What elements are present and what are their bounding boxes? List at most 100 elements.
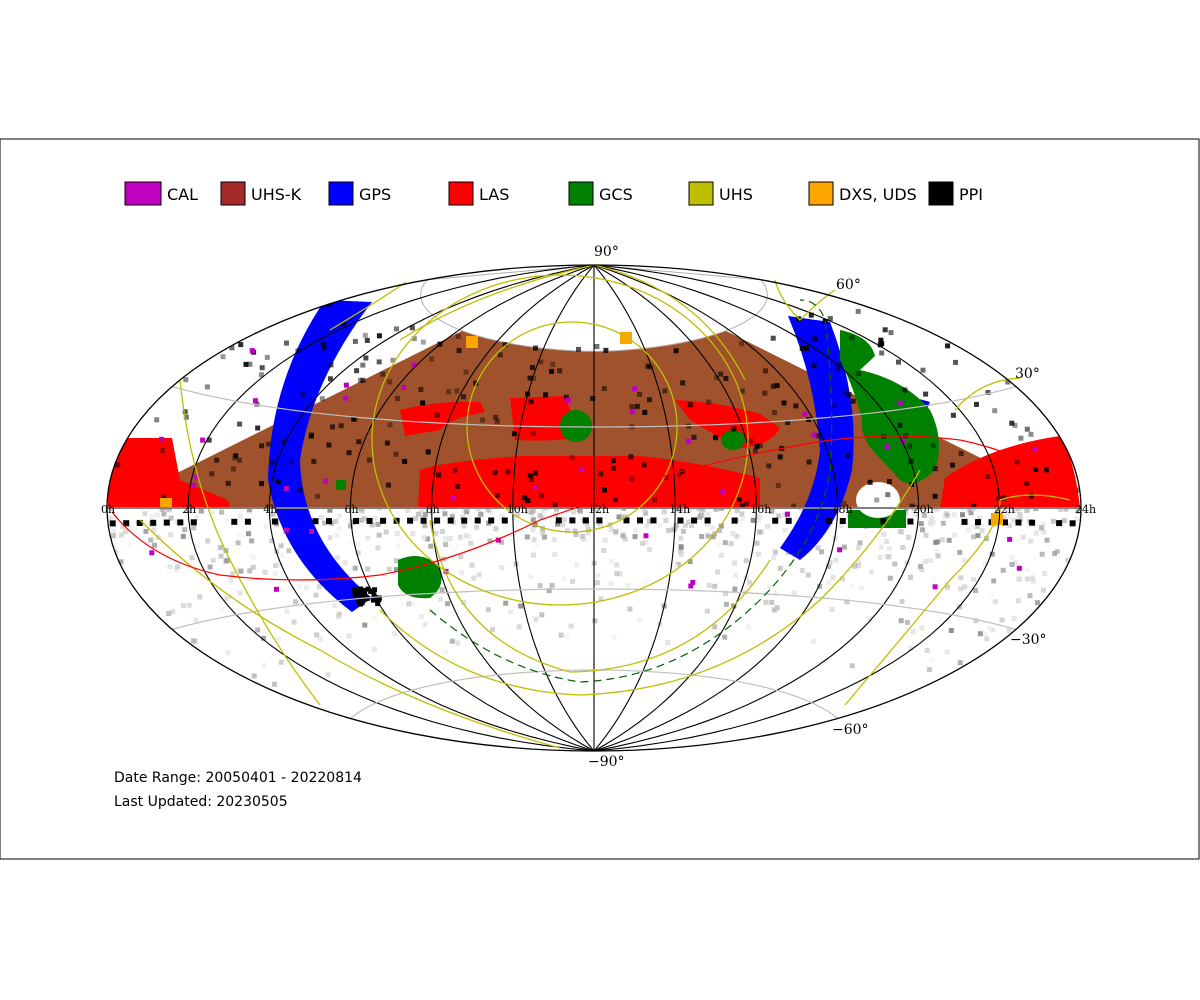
cal-marker — [686, 438, 692, 444]
observation-point — [646, 518, 652, 524]
observation-point — [499, 539, 504, 545]
ppi-marker — [1076, 487, 1081, 493]
observation-point — [316, 584, 322, 590]
observation-point — [1024, 576, 1030, 582]
legend-swatch-cal — [124, 181, 162, 206]
observation-point — [733, 573, 739, 579]
ppi-marker — [214, 457, 220, 463]
ppi-marker — [115, 462, 121, 468]
ppi-marker — [259, 481, 264, 487]
ppi-marker — [488, 517, 495, 524]
observation-point — [983, 631, 989, 637]
observation-point — [740, 535, 746, 541]
observation-point — [971, 577, 976, 582]
ppi-marker — [447, 517, 454, 524]
observation-point — [904, 619, 910, 625]
ppi-marker — [527, 473, 533, 478]
observation-point — [152, 542, 157, 548]
observation-point — [706, 582, 712, 588]
observation-point — [537, 513, 543, 518]
observation-point — [1065, 557, 1071, 563]
ppi-marker — [677, 517, 684, 524]
observation-point — [810, 638, 816, 644]
observation-point — [592, 618, 598, 624]
ppi-marker — [1056, 520, 1063, 527]
observation-point — [375, 521, 381, 527]
ppi-marker — [850, 398, 856, 404]
ppi-marker — [452, 467, 458, 473]
ppi-marker — [739, 341, 745, 347]
observation-point — [335, 555, 341, 561]
ppi-marker — [637, 517, 643, 524]
observation-point — [590, 548, 595, 554]
observation-point — [718, 523, 724, 529]
observation-point — [739, 511, 745, 517]
ppi-marker — [154, 417, 160, 423]
observation-point — [676, 506, 682, 512]
ppi-marker — [594, 344, 600, 349]
ppi-marker — [676, 471, 682, 477]
observation-point — [570, 578, 576, 584]
cal-marker — [811, 432, 817, 438]
observation-point — [516, 624, 522, 630]
lat-label-minus-60: −60° — [832, 722, 869, 738]
observation-point — [772, 549, 778, 555]
observation-point — [663, 516, 669, 522]
gps-band-right — [780, 316, 854, 560]
observation-point — [602, 537, 608, 543]
observation-point — [197, 594, 203, 600]
observation-point — [712, 624, 718, 630]
legend-item-uhs-k: UHS-K — [220, 181, 302, 206]
observation-point — [908, 645, 913, 651]
observation-point — [929, 657, 935, 663]
ppi-marker — [777, 454, 783, 460]
ppi-marker — [748, 438, 754, 444]
ppi-marker — [808, 312, 814, 318]
observation-point — [238, 568, 244, 574]
observation-point — [490, 509, 495, 515]
observation-point — [840, 576, 845, 582]
ppi-marker — [950, 412, 956, 418]
observation-point — [443, 649, 449, 655]
observation-point — [1032, 570, 1038, 576]
observation-point — [900, 545, 906, 550]
observation-point — [210, 557, 216, 563]
observation-point — [826, 563, 832, 569]
observation-point — [524, 534, 530, 540]
legend-label-gcs: GCS — [599, 185, 633, 204]
observation-point — [977, 631, 983, 637]
ppi-marker — [611, 458, 616, 464]
observation-point — [474, 524, 480, 530]
ppi-marker — [244, 518, 251, 525]
observation-point — [1039, 551, 1045, 557]
ppi-marker — [259, 443, 265, 449]
ppi-marker — [420, 339, 426, 345]
ppi-marker — [390, 357, 396, 363]
ppi-marker — [527, 375, 533, 381]
observation-point — [443, 542, 449, 547]
observation-point — [598, 596, 604, 602]
observation-point — [913, 511, 919, 517]
observation-point — [608, 527, 614, 532]
observation-point — [637, 617, 642, 623]
cal-marker — [802, 411, 808, 417]
observation-point — [1000, 567, 1006, 573]
ppi-marker — [1029, 519, 1036, 526]
ppi-marker — [357, 586, 363, 592]
cal-marker — [191, 482, 197, 488]
observation-point — [273, 563, 279, 568]
observation-point — [418, 614, 424, 620]
observation-point — [1040, 521, 1046, 527]
observation-point — [449, 513, 455, 519]
observation-point — [958, 575, 964, 581]
ppi-marker — [395, 396, 400, 401]
ppi-marker — [569, 455, 575, 461]
observation-point — [945, 513, 951, 519]
observation-point — [270, 511, 276, 517]
observation-point — [586, 527, 591, 533]
observation-point — [829, 606, 835, 612]
observation-point — [857, 540, 863, 546]
observation-point — [322, 520, 327, 526]
observation-point — [485, 507, 491, 513]
ppi-marker — [407, 517, 414, 524]
